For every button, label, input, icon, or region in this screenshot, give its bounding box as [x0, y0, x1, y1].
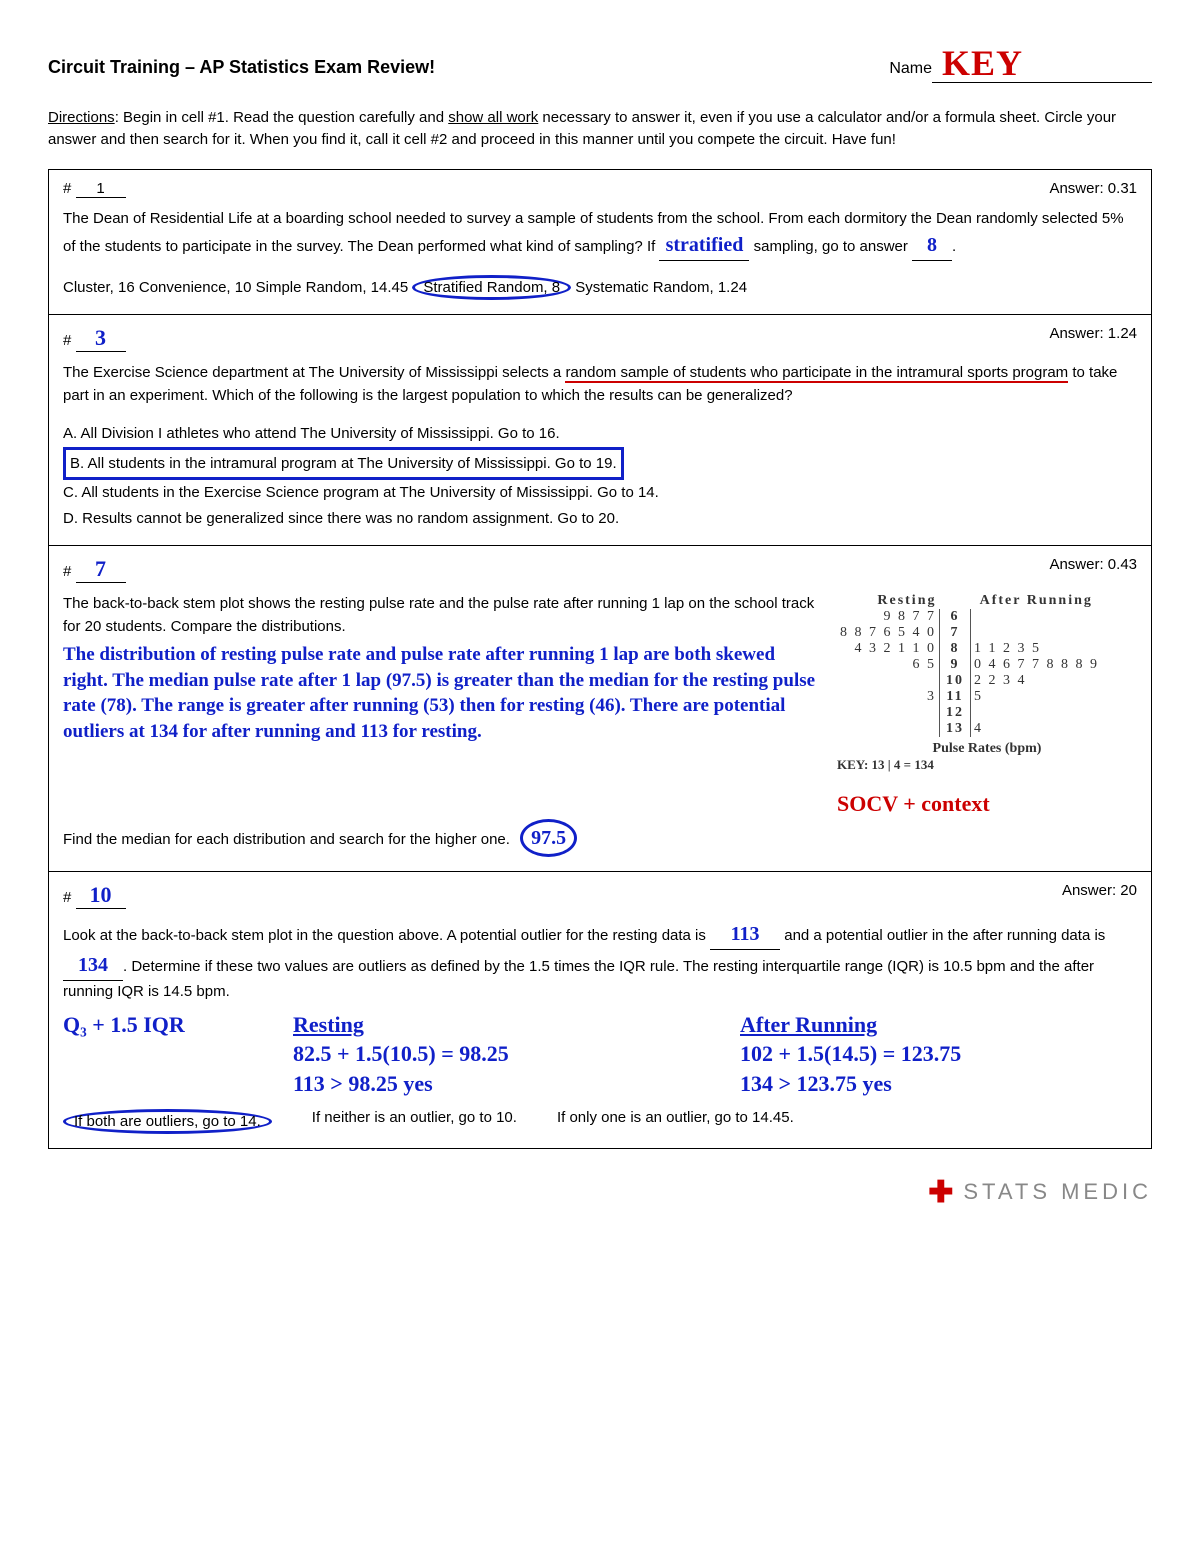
worksheet-title: Circuit Training – AP Statistics Exam Re… [48, 57, 435, 78]
cell-2: # 3 Answer: 1.24 The Exercise Science de… [49, 315, 1151, 546]
stemplot-key: KEY: 13 | 4 = 134 [837, 757, 1137, 773]
circuit-container: # 1 Answer: 0.31 The Dean of Residential… [48, 169, 1152, 1149]
cell4-nav: If both are outliers, go to 14. If neith… [63, 1109, 1137, 1134]
cell3-question: The back-to-back stem plot shows the res… [63, 593, 817, 638]
red-underlined-phrase: random sample of students who participat… [565, 364, 1068, 383]
cell-answer: Answer: 1.24 [1049, 325, 1137, 352]
plus-icon: ✚ [928, 1175, 953, 1210]
cell-3: # 7 Answer: 0.43 The back-to-back stem p… [49, 546, 1151, 872]
key-handwritten: KEY [942, 43, 1023, 83]
page-header: Circuit Training – AP Statistics Exam Re… [48, 40, 1152, 83]
stemplot-caption: Pulse Rates (bpm) [837, 741, 1137, 757]
name-label: Name [889, 60, 932, 78]
cell3-handwritten-answer: The distribution of resting pulse rate a… [63, 642, 817, 745]
choice-d: D. Results cannot be generalized since t… [63, 506, 1137, 532]
cell3-find-median: Find the median for each distribution an… [63, 819, 1137, 857]
cell-number: # 7 [63, 556, 126, 583]
nav-circled: If both are outliers, go to 14. [63, 1109, 272, 1134]
resting-heading: Resting [293, 1010, 690, 1040]
directions-text: Directions: Begin in cell #1. Read the q… [48, 107, 1152, 151]
footer-brand: ✚ STATS MEDIC [48, 1175, 1152, 1210]
circled-answer: Stratified Random, 8 [412, 275, 571, 300]
cell4-work: Q₃ + 1.5 IQR Resting 82.5 + 1.5(10.5) = … [63, 1010, 1137, 1099]
cell-1: # 1 Answer: 0.31 The Dean of Residential… [49, 170, 1151, 316]
brand-text: STATS MEDIC [963, 1179, 1152, 1205]
cell-number: # 10 [63, 882, 126, 909]
cell-4: # 10 Answer: 20 Look at the back-to-back… [49, 872, 1151, 1148]
work-formula: Q₃ + 1.5 IQR [63, 1010, 243, 1040]
choice-c: C. All students in the Exercise Science … [63, 480, 1137, 506]
cell2-choices: A. All Division I athletes who attend Th… [63, 421, 1137, 531]
cell1-options: Cluster, 16 Convenience, 10 Simple Rando… [63, 275, 1137, 300]
running-heading: After Running [740, 1010, 1137, 1040]
choice-a: A. All Division I athletes who attend Th… [63, 421, 1137, 447]
directions-lead: Directions [48, 109, 115, 126]
median-answer-circled: 97.5 [520, 819, 577, 857]
stemplot-figure: RestingAfter Running 9 8 7 76 8 8 7 6 5 … [837, 593, 1137, 817]
cell-answer: Answer: 0.31 [1049, 180, 1137, 198]
cell-answer: Answer: 20 [1062, 882, 1137, 909]
socv-note: SOCV + context [837, 791, 1137, 817]
cell-answer: Answer: 0.43 [1049, 556, 1137, 583]
cell1-question: The Dean of Residential Life at a boardi… [63, 208, 1137, 262]
name-line: KEY [932, 40, 1152, 83]
name-field: Name KEY [889, 40, 1152, 83]
cell2-question: The Exercise Science department at The U… [63, 362, 1137, 407]
choice-b-boxed: B. All students in the intramural progra… [63, 447, 624, 481]
cell-number: # 1 [63, 180, 126, 198]
cell4-question: Look at the back-to-back stem plot in th… [63, 919, 1137, 1004]
cell-number: # 3 [63, 325, 126, 352]
